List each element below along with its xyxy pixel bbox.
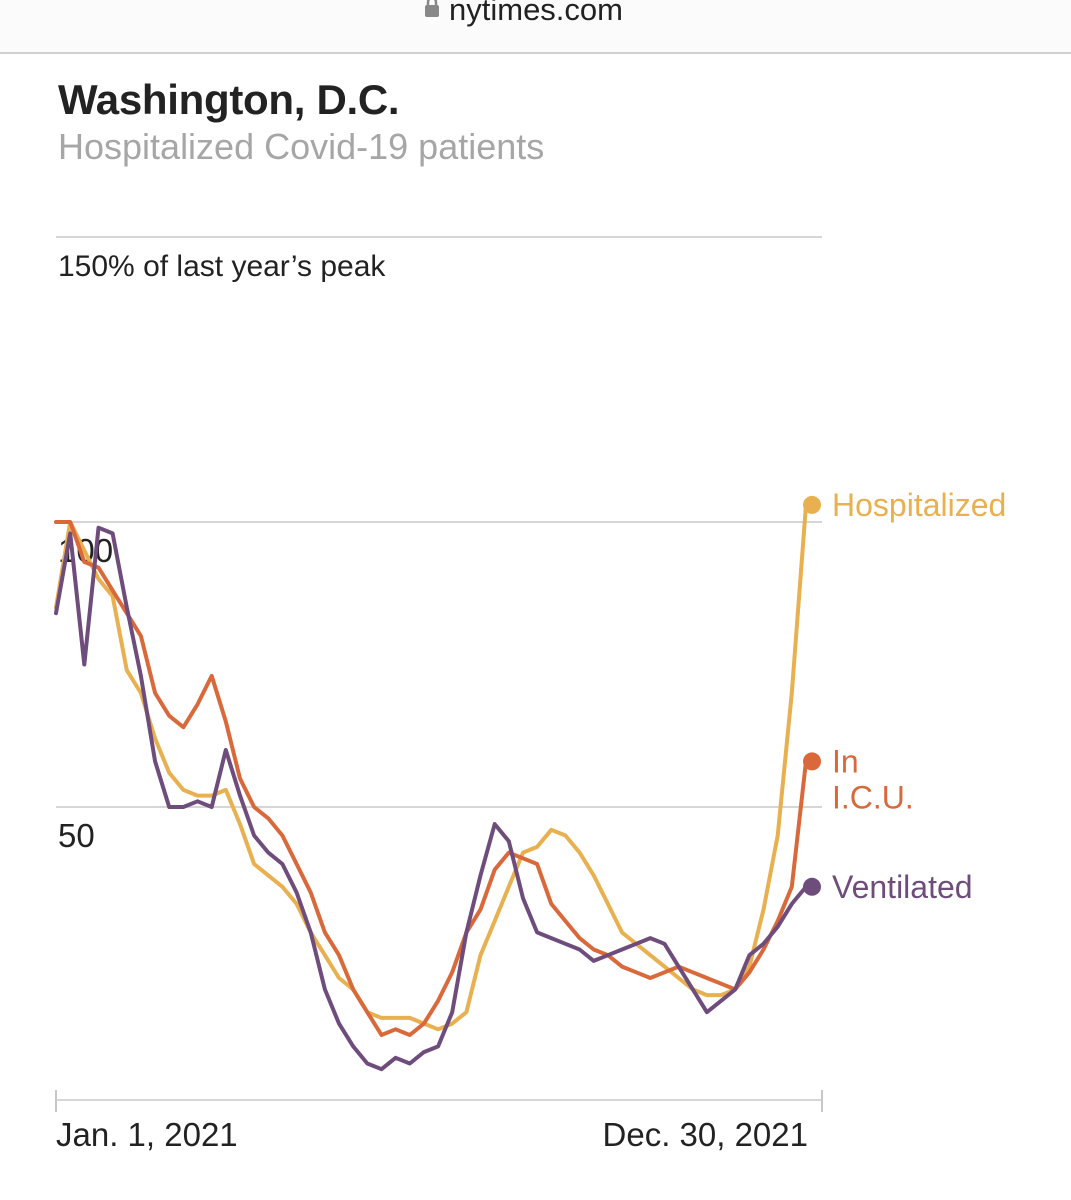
x-tick-label-start: Jan. 1, 2021 (56, 1116, 238, 1153)
url-text[interactable]: nytimes.com (449, 0, 623, 27)
series-end-dot-in-i-c-u (803, 752, 821, 771)
series-end-dot-ventilated (803, 877, 821, 896)
chart-title: Washington, D.C. (58, 76, 400, 123)
chart-subtitle: Hospitalized Covid-19 patients (58, 126, 545, 167)
y-tick-label-50: 50 (58, 817, 95, 854)
series-lines (54, 502, 808, 1072)
lock-icon (425, 0, 439, 17)
series-line-ventilated (54, 525, 808, 1072)
series-end-dot-hospitalized (803, 495, 821, 514)
series-line-hospitalized (54, 502, 808, 1032)
x-axis: Jan. 1, 2021 Dec. 30, 2021 (55, 1090, 823, 1153)
x-tick-label-end: Dec. 30, 2021 (603, 1116, 808, 1153)
series-label-ventilated: Ventilated (832, 869, 973, 905)
grid-lines (56, 236, 822, 808)
browser-address-bar[interactable]: nytimes.com (0, 0, 1071, 54)
series-label-hospitalized: Hospitalized (832, 487, 1006, 523)
series-label-in-i-c-u: In (832, 743, 859, 779)
series-label-in-i-c-u-line2: I.C.U. (832, 779, 914, 815)
top-annotation: 150% of last year’s peak (58, 250, 386, 283)
series-line-in-i-c-u (54, 520, 808, 1037)
series-labels: Hospitalized InI.C.U. Ventilated (803, 487, 1006, 905)
